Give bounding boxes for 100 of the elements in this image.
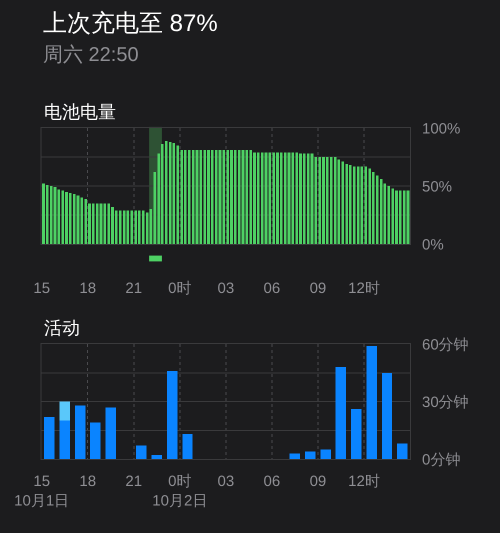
bar (146, 212, 148, 244)
bar (284, 152, 286, 244)
x-tick-label: 0时 10月2日 (152, 473, 208, 510)
bar (58, 189, 60, 244)
bar (210, 150, 214, 244)
bar (184, 150, 187, 244)
bar (238, 150, 240, 244)
bar (314, 157, 318, 244)
x-tick-label: 09 (310, 473, 326, 490)
bar (249, 150, 252, 244)
bar (326, 157, 329, 244)
text: 周六 22:50 (43, 44, 139, 66)
bar (364, 166, 368, 244)
bar (60, 402, 70, 421)
bar (306, 154, 310, 244)
x-tick-label: 09 (310, 280, 326, 297)
x-tick-label: 03 (218, 473, 234, 490)
bar (352, 166, 356, 244)
x-tick-label: 21 (125, 280, 142, 297)
bar (290, 453, 300, 459)
bar (303, 154, 306, 244)
bar (380, 179, 382, 244)
bar (226, 150, 229, 244)
bar (398, 190, 402, 244)
bar (106, 407, 116, 459)
bar (199, 150, 202, 244)
bar (118, 210, 122, 244)
bar (61, 190, 64, 244)
bar (387, 186, 390, 244)
bar (176, 145, 180, 244)
bar (242, 150, 244, 244)
bar (295, 152, 298, 244)
bar (230, 150, 233, 244)
bar (222, 150, 226, 244)
bar (356, 166, 360, 244)
bar (276, 152, 279, 244)
bar (305, 451, 316, 459)
bar (76, 195, 80, 244)
bar (100, 203, 102, 244)
bar (96, 203, 99, 244)
bar (88, 203, 91, 244)
bar (272, 152, 275, 244)
bar (168, 142, 172, 244)
bar (246, 150, 248, 244)
bar (299, 154, 302, 244)
bar (257, 152, 260, 244)
y-tick-label: 50% (422, 178, 452, 196)
x-tick-label: 18 (79, 280, 96, 297)
bar (80, 198, 84, 244)
y-tick-label: 100% (422, 120, 460, 138)
bar (115, 210, 118, 244)
bar (126, 210, 130, 244)
x-tick-label: 06 (264, 473, 280, 490)
bar (330, 157, 333, 244)
bar (360, 166, 364, 244)
bar (84, 198, 87, 244)
bar (368, 168, 371, 244)
bar (372, 172, 375, 244)
bar (322, 157, 325, 244)
bar (203, 150, 206, 244)
bar (182, 434, 193, 459)
bar (288, 152, 290, 244)
bar (46, 184, 49, 244)
bar (402, 190, 406, 244)
bar (92, 203, 95, 244)
x-tick-label: 03 (218, 280, 234, 297)
bar (349, 165, 352, 244)
bar (74, 405, 86, 459)
x-tick-label: 15 10月1日 (14, 473, 70, 510)
x-tick-label: 15 (33, 280, 50, 297)
y-tick-label: 30分钟 (422, 394, 469, 411)
bar (42, 184, 45, 244)
bar (338, 159, 340, 244)
bar (280, 152, 283, 244)
bar (376, 176, 379, 244)
chart-title: 活动 (44, 318, 80, 338)
bar (142, 210, 145, 244)
y-tick-label: 0% (422, 236, 444, 254)
bar (234, 150, 237, 244)
bar (172, 143, 176, 244)
bar (50, 186, 52, 244)
bar (318, 157, 322, 244)
bar (260, 152, 264, 244)
bar (196, 150, 198, 244)
bar (268, 152, 272, 244)
bar (382, 372, 392, 459)
x-tick-label: 12时 (348, 473, 380, 490)
bar (188, 150, 191, 244)
bar (336, 367, 346, 459)
x-tick-label: 06 (264, 280, 280, 297)
bar (164, 140, 168, 244)
x-tick-label: 0时 (168, 280, 192, 297)
bar (406, 190, 410, 244)
bar (69, 192, 72, 244)
bar (192, 150, 194, 244)
bar (104, 203, 106, 244)
bar (122, 210, 126, 244)
bar (138, 210, 141, 244)
bar (391, 188, 394, 244)
text: 上次充电至 87% (43, 10, 218, 37)
